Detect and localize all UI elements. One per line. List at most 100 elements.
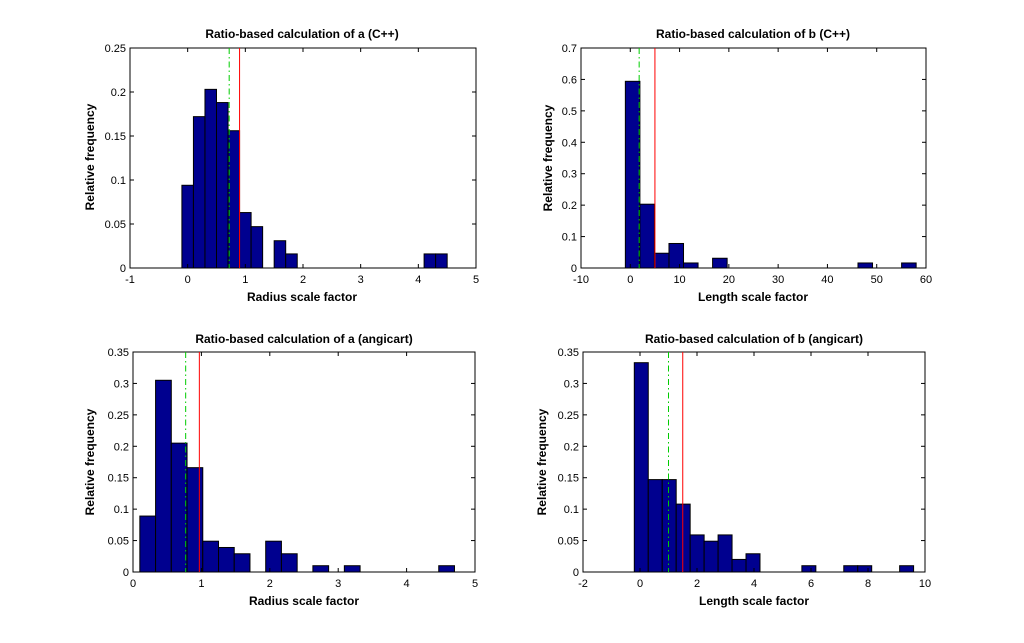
histogram-bar [712, 257, 728, 269]
y-tick-label: 0.15 [105, 131, 126, 143]
y-tick-label: 0.1 [111, 175, 126, 187]
x-tick-label: 1 [198, 578, 204, 590]
histogram-bar [689, 534, 705, 573]
histogram-bar [717, 534, 733, 573]
histogram-bar [181, 184, 194, 269]
y-tick-label: 0.2 [564, 441, 579, 453]
x-tick-label: 20 [723, 274, 735, 286]
histogram-bar [745, 553, 761, 573]
y-tick-label: 0.1 [562, 232, 577, 244]
x-tick-label: 4 [404, 578, 410, 590]
x-tick-label: 50 [871, 274, 883, 286]
subplot-b-cpp: Ratio-based calculation of b (C++) -10 0 1… [541, 27, 932, 304]
subplot-b-angicart: Ratio-based calculation of b (angicart) … [535, 332, 931, 608]
x-tick-label: 60 [920, 274, 932, 286]
histogram-bar [857, 262, 874, 269]
histogram-bar [435, 253, 448, 269]
x-tick-label: 0 [627, 274, 633, 286]
y-tick-label: 0.2 [114, 441, 129, 453]
histogram-bar [265, 540, 282, 573]
subplot-a-angicart: Ratio-based calculation of a (angicart) … [83, 332, 478, 608]
x-tick-label: 30 [772, 274, 784, 286]
y-tick-label: 0.2 [111, 87, 126, 99]
histogram-bar [801, 565, 817, 573]
y-tick-label: 0.05 [105, 219, 126, 231]
histogram-bar [343, 565, 361, 573]
histogram-bar [170, 442, 188, 573]
histogram-bar [899, 565, 915, 573]
histogram-bar [423, 253, 437, 269]
histogram-bar [202, 540, 220, 573]
y-tick-label: 0.25 [108, 410, 129, 422]
x-tick-label: 5 [472, 578, 478, 590]
y-tick-label: 0.1 [564, 504, 579, 516]
histogram-bar [647, 479, 663, 573]
histogram-bar [204, 88, 217, 269]
y-tick-label: 0.35 [108, 347, 129, 359]
x-tick-label: 2 [694, 578, 700, 590]
y-tick-label: 0.25 [105, 43, 126, 55]
histogram-bar [661, 479, 677, 573]
histogram-bar [186, 467, 204, 573]
x-tick-label: 8 [865, 578, 871, 590]
chart-title: Ratio-based calculation of b (angicart) [645, 332, 863, 346]
histogram-bar [285, 253, 298, 269]
x-tick-label: 1 [242, 274, 248, 286]
y-tick-label: 0.3 [114, 378, 129, 390]
x-tick-label: 6 [808, 578, 814, 590]
histogram-bar [857, 565, 873, 573]
histogram-bar [731, 558, 747, 573]
y-tick-label: 0.3 [562, 169, 577, 181]
x-tick-label: 4 [415, 274, 421, 286]
histogram-bar [250, 226, 264, 269]
histogram-bar [155, 379, 172, 573]
x-tick-label: 0 [130, 578, 136, 590]
y-axis-label: Relative frequency [83, 103, 97, 210]
x-axis-label: Radius scale factor [247, 290, 357, 304]
histogram-bar [683, 262, 699, 269]
y-tick-label: 0 [120, 263, 126, 275]
x-tick-label: -1 [125, 274, 135, 286]
y-tick-label: 0.4 [562, 137, 577, 149]
x-tick-label: 4 [751, 578, 757, 590]
histogram-bar [703, 540, 719, 573]
y-tick-label: 0 [571, 263, 577, 275]
histogram-bar [668, 242, 685, 269]
histogram-bar [312, 565, 330, 573]
histogram-bar [239, 212, 252, 269]
y-axis-label: Relative frequency [541, 104, 555, 211]
histogram-bar [653, 252, 670, 269]
histogram-bar [843, 565, 859, 573]
histogram-bar [192, 116, 206, 269]
y-tick-label: 0.15 [108, 473, 129, 485]
x-tick-label: 2 [267, 578, 273, 590]
x-tick-label: 10 [919, 578, 931, 590]
x-axis-label: Radius scale factor [249, 594, 359, 608]
x-tick-label: -10 [573, 274, 589, 286]
y-tick-label: 0.15 [558, 473, 579, 485]
y-tick-label: 0.6 [562, 74, 577, 86]
y-tick-label: 0.3 [564, 378, 579, 390]
y-tick-label: 0.05 [558, 536, 579, 548]
histogram-bar [633, 362, 649, 573]
chart-title: Ratio-based calculation of a (C++) [205, 27, 398, 41]
y-tick-label: 0.35 [558, 347, 579, 359]
subplot-a-cpp: Ratio-based calculation of a (C++) -1 0 1 2… [83, 27, 479, 304]
histogram-bar [218, 546, 235, 573]
histogram-bar [901, 262, 917, 269]
x-tick-label: -2 [578, 578, 588, 590]
x-axis-label: Length scale factor [698, 290, 808, 304]
x-axis-label: Length scale factor [699, 594, 809, 608]
histogram-bar [233, 553, 251, 573]
y-axis-label: Relative frequency [83, 408, 97, 515]
y-tick-label: 0.2 [562, 200, 577, 212]
x-tick-label: 5 [473, 274, 479, 286]
x-tick-label: 10 [673, 274, 685, 286]
x-tick-label: 0 [185, 274, 191, 286]
histogram-bar [273, 240, 287, 269]
y-axis-label: Relative frequency [535, 408, 549, 515]
y-tick-label: 0.1 [114, 504, 129, 516]
histogram-bar [624, 80, 641, 269]
x-tick-label: 3 [335, 578, 341, 590]
